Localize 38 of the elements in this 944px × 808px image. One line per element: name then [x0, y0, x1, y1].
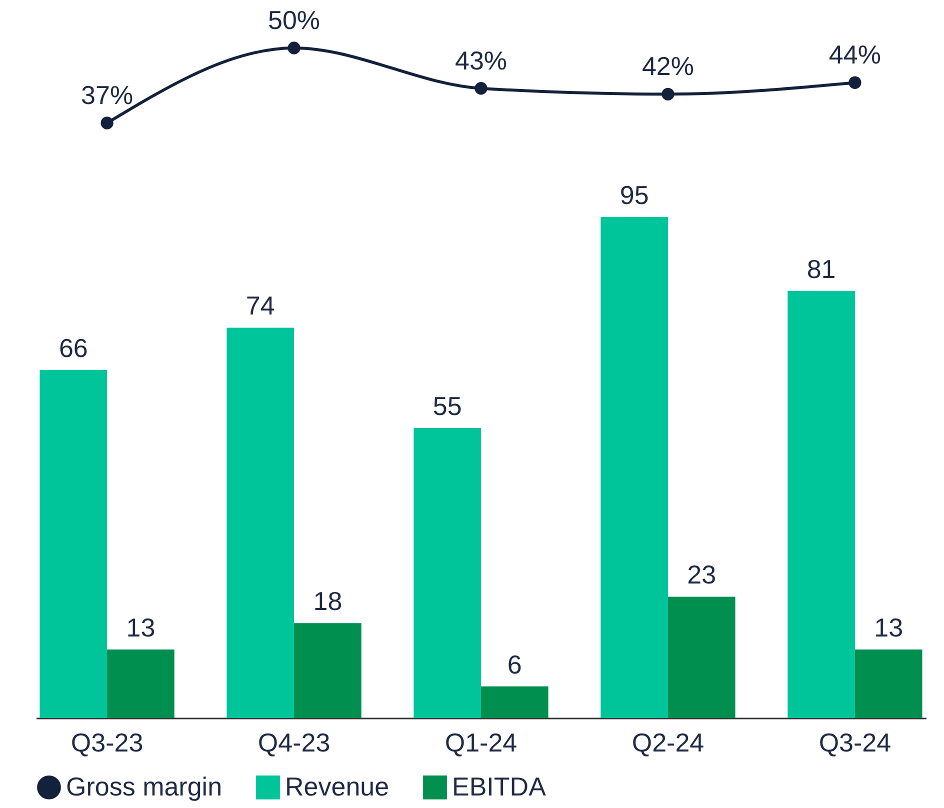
bar — [481, 686, 548, 718]
bar — [40, 370, 108, 718]
x-tick-label: Q3-23 — [70, 728, 144, 758]
data-label: 23 — [687, 560, 716, 590]
bar — [668, 596, 736, 718]
bar — [854, 649, 922, 718]
data-label: 55 — [432, 390, 462, 421]
data-label: 18 — [313, 586, 342, 616]
data-label: 81 — [806, 254, 836, 284]
data-label: 6 — [507, 649, 522, 680]
point — [662, 88, 674, 100]
legend-label: Revenue — [285, 771, 390, 802]
legend-label: Gross margin — [66, 771, 222, 802]
data-label: 66 — [58, 332, 88, 363]
x-tick-label: Q1-24 — [444, 728, 518, 758]
point — [288, 42, 300, 54]
point — [474, 82, 488, 95]
point — [100, 116, 114, 130]
x-tick-label: Q4-23 — [258, 728, 330, 758]
data-label: 95 — [620, 180, 649, 210]
data-label: 13 — [874, 612, 904, 642]
bar — [414, 428, 481, 718]
bar — [107, 649, 174, 718]
x-tick-label: Q3-24 — [818, 728, 892, 758]
data-label: 74 — [246, 290, 275, 321]
x-tick-label: Q2-24 — [632, 728, 704, 758]
data-label: 13 — [126, 612, 156, 642]
data-label: 37% — [81, 80, 134, 110]
data-label: 50% — [268, 5, 320, 35]
bar — [788, 290, 855, 718]
data-label: 43% — [454, 45, 508, 76]
point — [848, 76, 862, 89]
legend-label: EBITDA — [452, 771, 547, 802]
data-label: 42% — [642, 51, 694, 82]
bar — [600, 217, 668, 718]
data-label: 44% — [828, 40, 881, 70]
bar — [226, 328, 294, 718]
bar — [294, 623, 362, 718]
